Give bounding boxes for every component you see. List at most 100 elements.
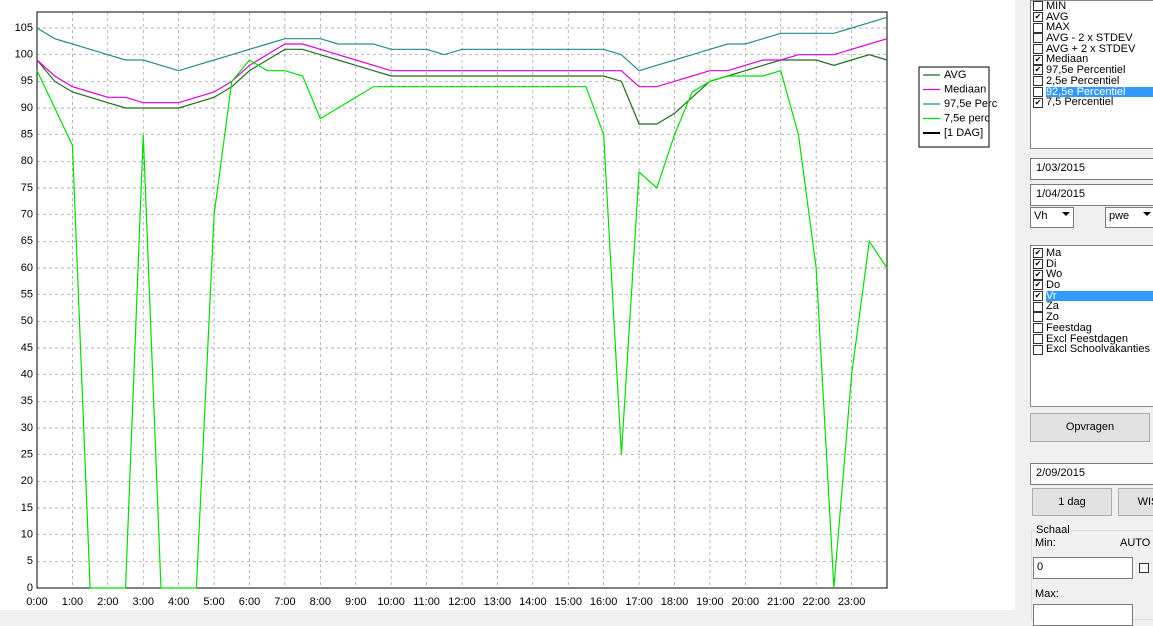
list-item[interactable]: ✔ Ma bbox=[1031, 248, 1153, 259]
y-tick-label: 75 bbox=[21, 182, 33, 194]
item-label: Mediaan bbox=[1046, 53, 1089, 66]
item-label: Vr bbox=[1046, 290, 1153, 302]
series-line bbox=[36, 38, 888, 104]
day-button[interactable]: 1 dag bbox=[1032, 488, 1112, 516]
y-tick-label: 55 bbox=[21, 289, 33, 301]
list-item[interactable]: Feestdag bbox=[1031, 321, 1153, 334]
checkbox[interactable]: ✔ bbox=[1033, 97, 1043, 108]
checkbox[interactable]: ✔ bbox=[1033, 65, 1043, 76]
checkbox[interactable] bbox=[1033, 76, 1043, 87]
y-tick-label: 45 bbox=[21, 342, 33, 354]
checkbox[interactable]: ✔ bbox=[1033, 12, 1043, 23]
checkbox[interactable] bbox=[1033, 1, 1043, 12]
list-item[interactable]: ✔ 97,5e Percentiel bbox=[1031, 65, 1153, 76]
min-input[interactable]: 0 bbox=[1033, 557, 1133, 579]
list-item[interactable]: ✔ Do bbox=[1031, 280, 1153, 291]
x-tick-label: 18:00 bbox=[661, 596, 689, 608]
date-to[interactable]: 1/04/2015 bbox=[1030, 184, 1153, 206]
side-panel: MIN ✔ AVG MAX AVG - 2 x STDEV AVG + 2 x STDEV… bbox=[1015, 0, 1153, 626]
item-label: AVG + 2 x STDEV bbox=[1046, 42, 1136, 55]
list-item[interactable]: Excl Feestdagen bbox=[1031, 332, 1153, 345]
list-item[interactable]: ✔ Vr bbox=[1031, 290, 1153, 302]
list-item[interactable]: Za bbox=[1031, 301, 1153, 312]
checkbox[interactable]: ✔ bbox=[1033, 291, 1043, 302]
list-item[interactable]: MIN bbox=[1031, 1, 1153, 12]
query-button-text: Opvragen bbox=[1065, 421, 1115, 433]
y-tick-label: 0 bbox=[27, 582, 33, 594]
list-item[interactable]: ✔ Mediaan bbox=[1031, 54, 1153, 65]
item-label: Do bbox=[1046, 279, 1061, 292]
item-label: Wo bbox=[1046, 268, 1063, 281]
x-tick-label: 6:00 bbox=[239, 596, 260, 608]
item-label: AVG - 2 x STDEV bbox=[1046, 32, 1133, 45]
date-from-text: 1/03/2015 bbox=[1036, 162, 1085, 174]
item-label: Excl Schoolvakanties bbox=[1046, 343, 1150, 356]
plot-frame bbox=[36, 11, 888, 589]
x-tick-label: 12:00 bbox=[448, 596, 476, 608]
series-line bbox=[36, 59, 888, 589]
y-tick-label: 25 bbox=[21, 449, 33, 461]
checkbox[interactable] bbox=[1033, 323, 1043, 334]
date-day-text: 2/09/2015 bbox=[1036, 467, 1085, 479]
checkbox[interactable]: ✔ bbox=[1033, 259, 1043, 270]
max-input[interactable] bbox=[1033, 604, 1133, 626]
list-item[interactable]: 92,5e Percentiel bbox=[1031, 86, 1153, 98]
checkbox[interactable] bbox=[1033, 86, 1043, 97]
item-label: Zo bbox=[1046, 311, 1059, 324]
checkbox[interactable] bbox=[1033, 22, 1043, 33]
checkbox[interactable] bbox=[1033, 33, 1043, 44]
y-tick-label: 90 bbox=[21, 102, 33, 114]
legend-label: Mediaan bbox=[944, 83, 986, 95]
list-item[interactable]: Zo bbox=[1031, 312, 1153, 323]
list-item[interactable]: AVG + 2 x STDEV bbox=[1031, 42, 1153, 55]
x-tick-label: 22:00 bbox=[802, 596, 830, 608]
item-label: Excl Feestdagen bbox=[1046, 332, 1128, 345]
legend-label: [1 DAG] bbox=[944, 127, 983, 139]
list-item[interactable]: ✔ Wo bbox=[1031, 269, 1153, 280]
query-button[interactable]: Opvragen bbox=[1030, 413, 1150, 442]
checkbox[interactable] bbox=[1033, 344, 1043, 355]
item-label: Feestdag bbox=[1046, 321, 1092, 334]
combo-2[interactable]: pwe bbox=[1105, 207, 1153, 228]
x-tick-label: 9:00 bbox=[345, 596, 366, 608]
checkbox[interactable] bbox=[1033, 312, 1043, 323]
list-item[interactable]: AVG - 2 x STDEV bbox=[1031, 33, 1153, 44]
x-tick-label: 7:00 bbox=[274, 596, 295, 608]
checkbox[interactable]: ✔ bbox=[1033, 269, 1043, 280]
list-item[interactable]: Excl Schoolvakanties bbox=[1031, 344, 1153, 355]
item-label: 97,5e Percentiel bbox=[1046, 64, 1126, 77]
list-item[interactable]: ✔ 7,5 Percentiel bbox=[1031, 97, 1153, 108]
stats-list[interactable]: MIN ✔ AVG MAX AVG - 2 x STDEV AVG + 2 x STDEV… bbox=[1030, 0, 1153, 149]
auto-checkbox[interactable] bbox=[1139, 563, 1149, 573]
date-from[interactable]: 1/03/2015 bbox=[1030, 158, 1153, 180]
checkbox[interactable]: ✔ bbox=[1033, 280, 1043, 291]
day-button-text: 1 dag bbox=[1058, 496, 1086, 508]
checkbox[interactable]: ✔ bbox=[1033, 248, 1043, 259]
legend-label: AVG bbox=[944, 69, 966, 81]
list-item[interactable]: MAX bbox=[1031, 22, 1153, 33]
checkbox[interactable] bbox=[1033, 333, 1043, 344]
y-tick-label: 35 bbox=[21, 395, 33, 407]
y-tick-label: 65 bbox=[21, 235, 33, 247]
x-tick-label: 14:00 bbox=[519, 596, 547, 608]
y-tick-label: 15 bbox=[21, 502, 33, 514]
checkbox[interactable] bbox=[1033, 301, 1043, 312]
date-day[interactable]: 2/09/2015 bbox=[1030, 463, 1153, 485]
y-tick-label: 60 bbox=[21, 262, 33, 274]
item-label: MAX bbox=[1046, 21, 1070, 34]
x-tick-label: 20:00 bbox=[732, 596, 760, 608]
combo-1[interactable]: Vh bbox=[1030, 207, 1074, 228]
clear-button[interactable]: WIS bbox=[1118, 488, 1153, 516]
legend-label: 7,5e perc bbox=[944, 112, 990, 124]
checkbox[interactable]: ✔ bbox=[1033, 54, 1043, 65]
min-input-text: 0 bbox=[1037, 561, 1044, 573]
clear-button-text: WIS bbox=[1137, 496, 1153, 508]
list-item[interactable]: 2,5e Percentiel bbox=[1031, 74, 1153, 87]
item-label: 2,5e Percentiel bbox=[1046, 74, 1120, 87]
list-item[interactable]: ✔ AVG bbox=[1031, 11, 1153, 23]
x-tick-label: 13:00 bbox=[484, 596, 512, 608]
checkbox[interactable] bbox=[1033, 44, 1043, 55]
list-item[interactable]: ✔ Di bbox=[1031, 258, 1153, 270]
combo-1-text: Vh bbox=[1034, 210, 1048, 222]
days-list[interactable]: ✔ Ma ✔ Di ✔ Wo ✔ Do ✔ Vr Za Zo Feestdag Excl Feestdag… bbox=[1030, 245, 1153, 407]
